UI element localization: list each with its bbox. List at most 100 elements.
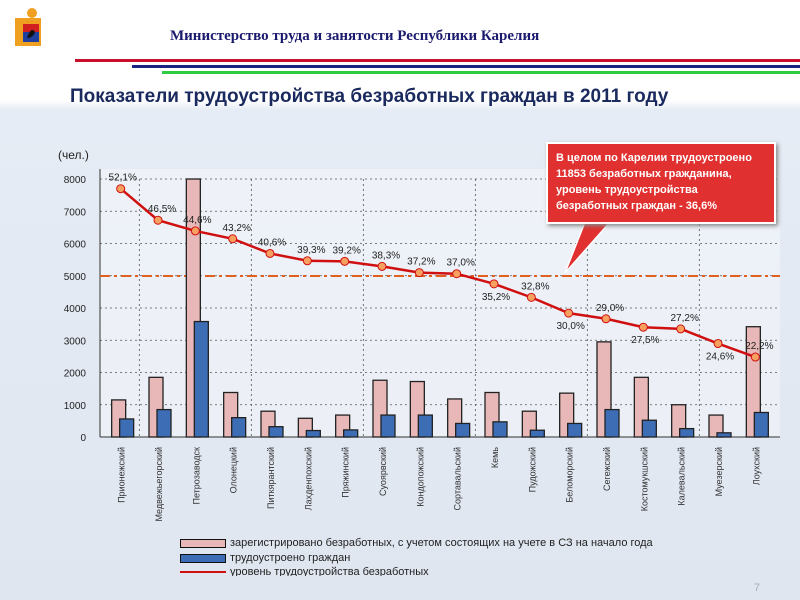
x-tick-label: Пряжинский <box>341 447 351 498</box>
rate-point <box>153 215 163 225</box>
bar-employed <box>567 422 583 438</box>
bar-employed <box>716 432 732 438</box>
rate-point <box>228 234 238 244</box>
rate-data-label: 24,6% <box>706 352 734 363</box>
rate-data-label: 27,2% <box>670 313 698 324</box>
rate-data-label: 52,1% <box>108 173 136 184</box>
summary-callout: В целом по Карелии трудоустроено 11853 б… <box>546 142 776 224</box>
y-tick-label: 6000 <box>64 240 87 251</box>
y-tick-label: 5000 <box>64 272 87 283</box>
rate-data-label: 44,6% <box>183 215 211 226</box>
legend-label: уровень трудоустройства безработных <box>230 566 429 576</box>
rate-data-label: 37,0% <box>446 258 474 269</box>
rate-data-label: 27,5% <box>631 335 659 346</box>
x-tick-label: Калевальский <box>677 447 687 506</box>
legend-label: зарегистрировано безработных, с учетом с… <box>230 537 653 549</box>
bar-employed <box>679 427 695 438</box>
bar-employed <box>641 419 657 438</box>
legend-item-registered: зарегистрировано безработных, с учетом с… <box>180 537 653 549</box>
x-tick-label: Медвежьегорский <box>154 447 164 522</box>
ministry-name: Министерство труда и занятости Республик… <box>170 28 540 44</box>
bar-employed <box>119 418 135 438</box>
rate-point <box>116 184 126 194</box>
rate-point <box>302 256 312 266</box>
bar-employed <box>492 421 508 438</box>
rate-point <box>190 226 200 236</box>
rate-data-label: 46,5% <box>148 204 176 215</box>
bar-employed <box>529 429 545 438</box>
rate-data-label: 22,2% <box>745 341 773 352</box>
bar-employed <box>753 411 769 438</box>
bar-employed <box>231 416 247 438</box>
bar-registered <box>708 414 724 438</box>
rate-point <box>414 268 424 278</box>
x-tick-label: Олонецкий <box>229 447 239 493</box>
x-tick-label: Лахденпохский <box>303 447 313 510</box>
x-tick-label: Петрозаводск <box>191 447 201 505</box>
x-tick-label: Питкярантский <box>266 447 276 509</box>
rate-data-label: 37,2% <box>407 257 435 268</box>
y-tick-label: 8000 <box>64 175 87 186</box>
rate-point <box>265 248 275 258</box>
y-tick-label: 3000 <box>64 336 87 347</box>
rate-data-label: 40,6% <box>258 237 286 248</box>
bar-employed <box>455 422 471 438</box>
bar-employed <box>343 429 359 438</box>
rate-data-label: 39,2% <box>332 245 360 256</box>
bar-employed <box>417 414 433 438</box>
stripe-red <box>75 59 800 62</box>
legend-swatch-employed <box>180 553 226 563</box>
x-tick-label: Пудожский <box>527 447 537 492</box>
legend-item-employed: трудоустроено граждан <box>180 552 350 564</box>
stripe-green <box>162 71 800 74</box>
rate-point <box>676 324 686 334</box>
bar-employed <box>380 414 396 438</box>
x-tick-label: Муезерский <box>714 447 724 496</box>
x-tick-label: Сегежский <box>602 447 612 491</box>
y-tick-label: 7000 <box>64 207 87 218</box>
page-title: Показатели трудоустройства безработных г… <box>70 86 669 107</box>
x-tick-label: Кондопожский <box>415 447 425 507</box>
rate-data-label: 29,0% <box>596 303 624 314</box>
rate-point <box>713 339 723 349</box>
x-tick-label: Сортавальский <box>453 447 463 510</box>
x-tick-label: Костомукшский <box>639 447 649 511</box>
y-axis-label: (чел.) <box>58 148 89 162</box>
rate-data-label: 30,0% <box>556 321 584 332</box>
rate-point <box>452 269 462 279</box>
rate-point <box>377 261 387 271</box>
bar-employed <box>156 408 172 438</box>
legend-label: трудоустроено граждан <box>230 552 351 564</box>
bar-employed <box>305 429 321 438</box>
rate-point <box>489 279 499 289</box>
bar-employed <box>268 426 284 438</box>
rate-data-label: 32,8% <box>521 281 549 292</box>
rate-line <box>119 187 756 359</box>
rate-point <box>601 314 611 324</box>
rate-point <box>564 308 574 318</box>
page-number: 7 <box>753 582 760 594</box>
x-tick-label: Прионежский <box>117 447 127 503</box>
bar-employed <box>193 320 209 438</box>
legend-item-rate: уровень трудоустройства безработных <box>180 566 429 576</box>
rate-data-label: 43,2% <box>222 223 250 234</box>
stripe-blue <box>132 65 800 68</box>
x-tick-label: Лоухский <box>751 447 761 485</box>
x-tick-label: Беломорский <box>565 447 575 503</box>
y-tick-label: 4000 <box>64 304 87 315</box>
legend-swatch-registered <box>180 538 226 548</box>
rate-point <box>750 352 760 362</box>
y-tick-label: 2000 <box>64 369 87 380</box>
bar-employed <box>604 408 620 438</box>
rate-data-label: 38,3% <box>372 250 400 261</box>
rate-data-label: 35,2% <box>482 292 510 303</box>
rate-point <box>638 322 648 332</box>
x-tick-label: Кемь <box>490 447 500 468</box>
legend-swatch-rate <box>180 571 226 573</box>
rate-data-label: 39,3% <box>297 245 325 256</box>
y-tick-label: 1000 <box>64 401 87 412</box>
rate-point <box>526 292 536 302</box>
x-tick-label: Суоярвский <box>378 447 388 496</box>
y-tick-label: 0 <box>80 433 86 444</box>
